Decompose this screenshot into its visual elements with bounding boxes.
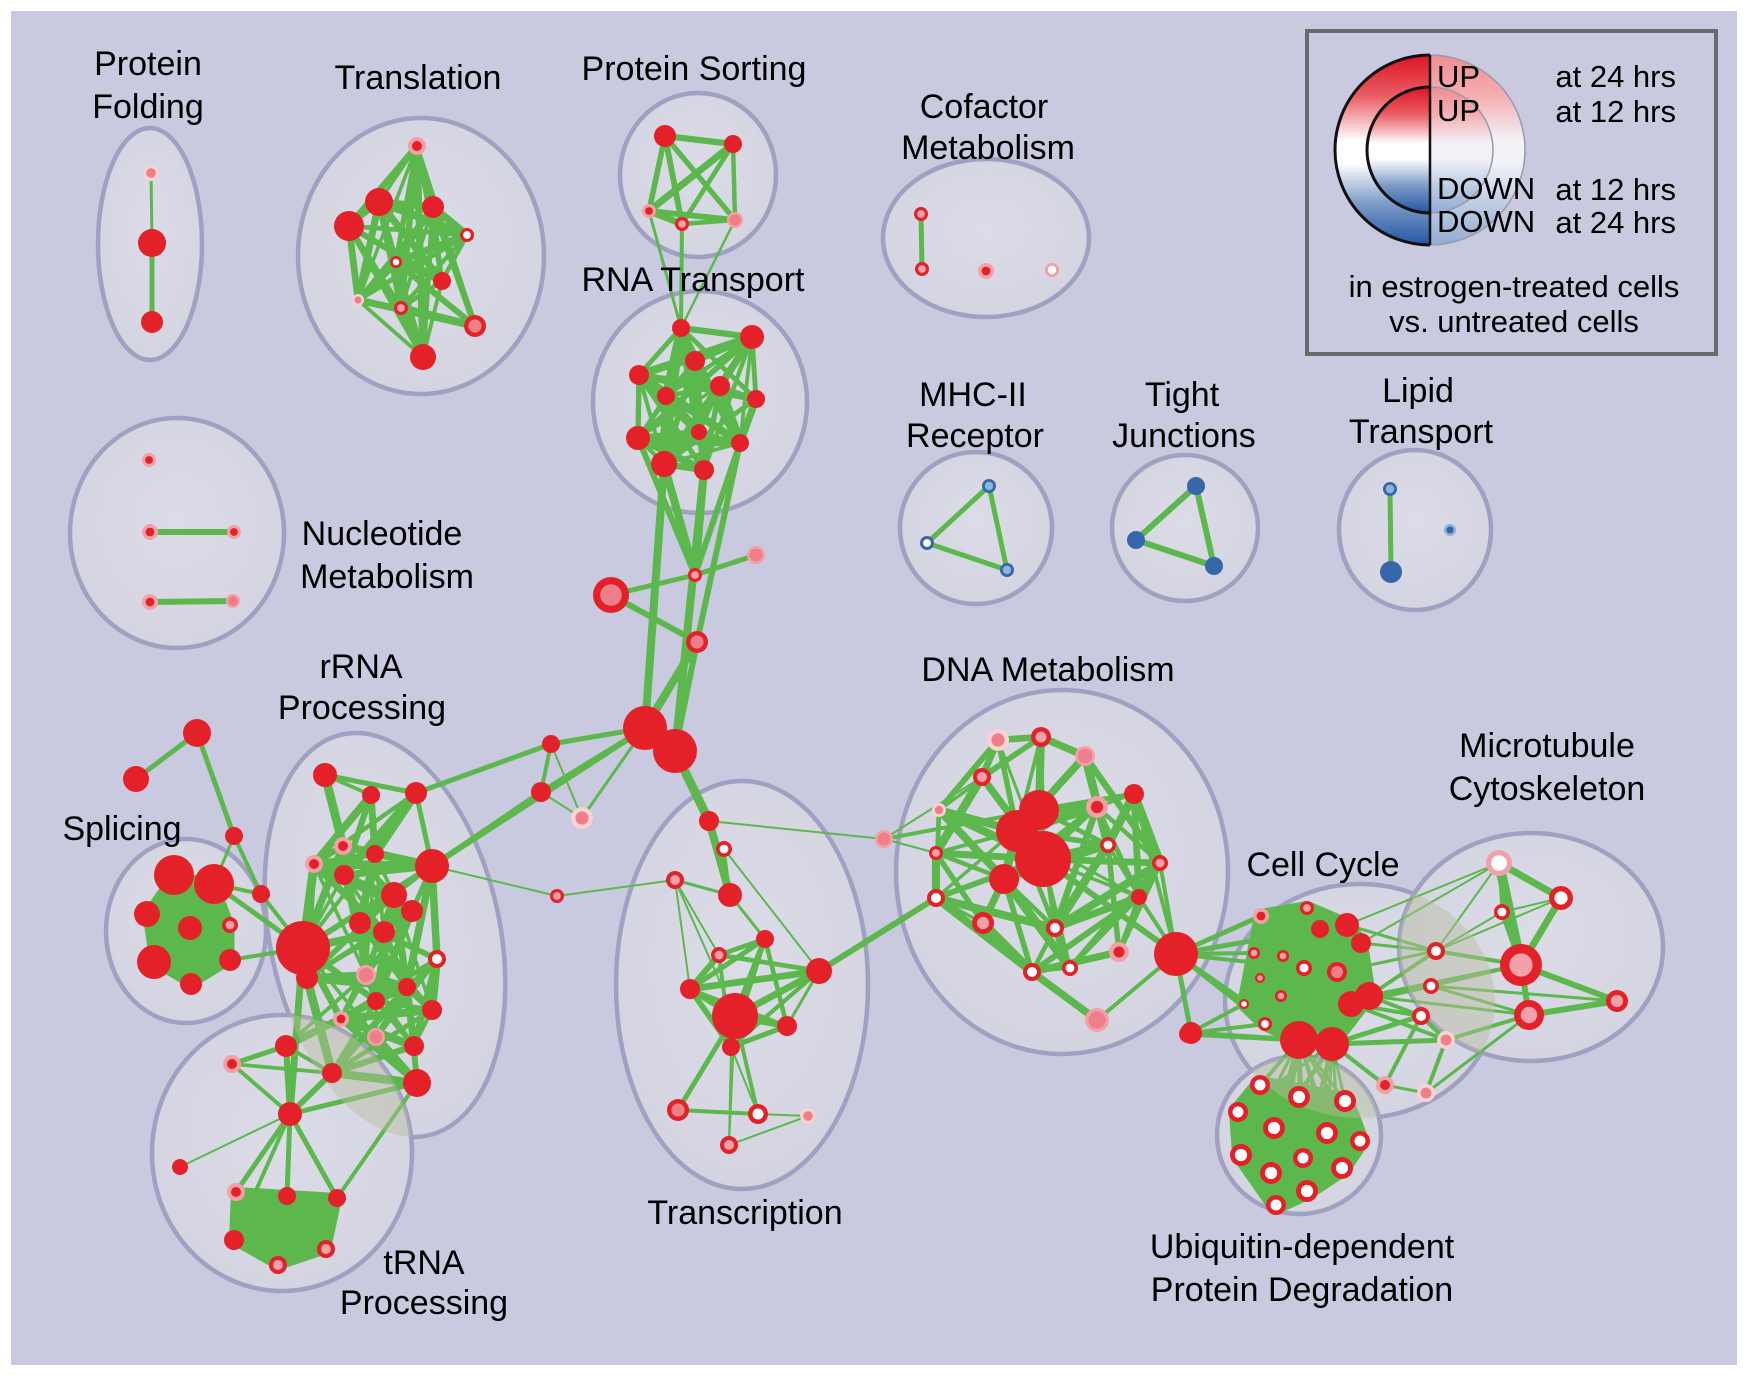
- svg-text:DNA Metabolism: DNA Metabolism: [921, 651, 1174, 689]
- svg-text:at 24 hrs: at 24 hrs: [1555, 59, 1676, 94]
- svg-text:tRNA: tRNA: [383, 1244, 465, 1282]
- svg-text:DOWN: DOWN: [1437, 171, 1535, 206]
- svg-text:Translation: Translation: [335, 59, 502, 97]
- svg-text:at 12 hrs: at 12 hrs: [1555, 94, 1676, 129]
- svg-text:Processing: Processing: [340, 1284, 508, 1322]
- svg-text:Tight: Tight: [1145, 376, 1220, 414]
- svg-text:Protein Sorting: Protein Sorting: [582, 50, 807, 88]
- svg-text:Junctions: Junctions: [1112, 417, 1256, 455]
- svg-text:Metabolism: Metabolism: [901, 129, 1075, 167]
- svg-text:Receptor: Receptor: [906, 417, 1044, 455]
- svg-text:Cell Cycle: Cell Cycle: [1246, 846, 1399, 884]
- svg-text:Transport: Transport: [1349, 413, 1494, 451]
- svg-text:Lipid: Lipid: [1382, 372, 1454, 410]
- svg-text:RNA Transport: RNA Transport: [582, 261, 806, 299]
- svg-text:Processing: Processing: [278, 689, 446, 727]
- svg-text:Folding: Folding: [92, 88, 204, 126]
- svg-text:vs. untreated cells: vs. untreated cells: [1389, 304, 1639, 339]
- svg-text:rRNA: rRNA: [319, 648, 402, 686]
- svg-text:at 24 hrs: at 24 hrs: [1555, 205, 1676, 240]
- svg-text:MHC-II: MHC-II: [919, 376, 1027, 414]
- svg-text:Microtubule: Microtubule: [1459, 727, 1635, 765]
- svg-text:DOWN: DOWN: [1437, 204, 1535, 239]
- svg-text:at 12 hrs: at 12 hrs: [1555, 172, 1676, 207]
- svg-text:Metabolism: Metabolism: [300, 558, 474, 596]
- svg-text:in estrogen-treated cells: in estrogen-treated cells: [1349, 269, 1680, 304]
- svg-text:Protein Degradation: Protein Degradation: [1151, 1271, 1453, 1309]
- svg-text:Ubiquitin-dependent: Ubiquitin-dependent: [1150, 1228, 1455, 1266]
- svg-text:Nucleotide: Nucleotide: [302, 515, 463, 553]
- svg-text:Cytoskeleton: Cytoskeleton: [1449, 770, 1646, 808]
- svg-text:UP: UP: [1437, 59, 1480, 94]
- svg-text:Transcription: Transcription: [647, 1194, 842, 1232]
- svg-text:UP: UP: [1437, 93, 1480, 128]
- svg-text:Protein: Protein: [94, 45, 202, 83]
- svg-text:Splicing: Splicing: [62, 810, 181, 848]
- svg-text:Cofactor: Cofactor: [920, 88, 1049, 126]
